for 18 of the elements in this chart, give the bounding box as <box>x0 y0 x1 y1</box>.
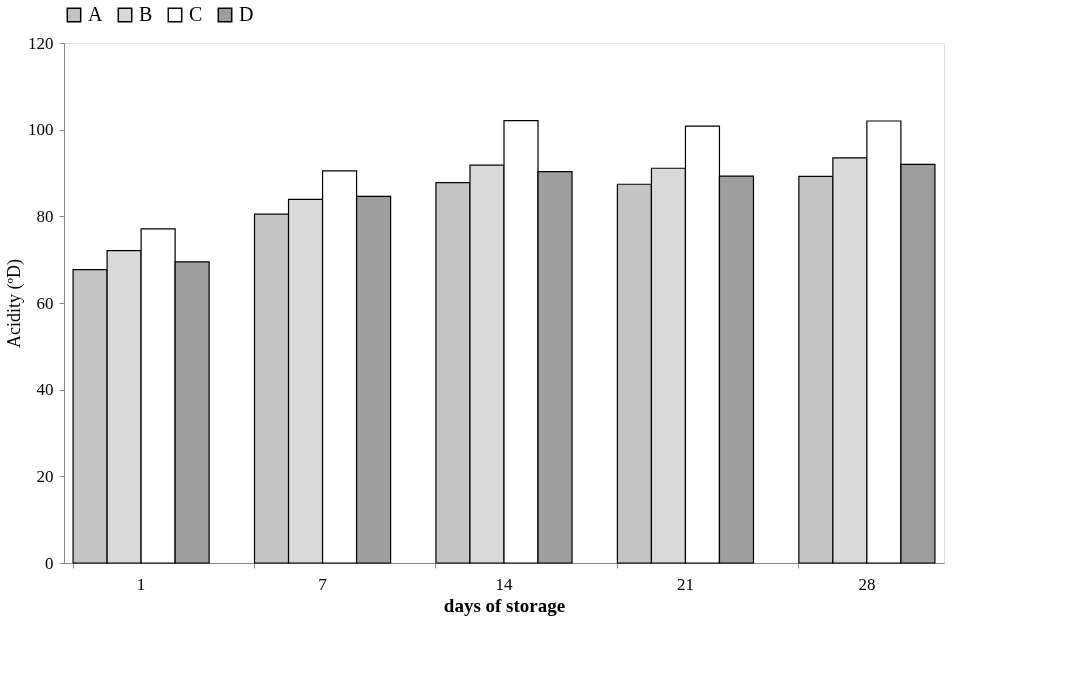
x-tick-label: 7 <box>318 574 328 594</box>
y-axis-title: Acidity (ºD) <box>4 258 25 349</box>
legend-label: B <box>139 3 153 25</box>
legend-label: D <box>239 3 254 25</box>
legend-label: A <box>88 3 103 25</box>
x-tick-label: 21 <box>676 574 694 594</box>
y-tick-label: 0 <box>45 553 54 573</box>
y-tick-label: 60 <box>36 293 54 313</box>
x-axis-title: days of storage <box>443 594 566 616</box>
y-tick-label: 20 <box>36 466 54 486</box>
y-tick-label: 40 <box>36 380 54 400</box>
legend-label: C <box>189 3 203 25</box>
y-tick-label: 120 <box>28 33 54 53</box>
x-tick-label: 28 <box>858 574 876 594</box>
x-tick-label: 14 <box>495 574 513 594</box>
x-tick-label: 1 <box>136 574 146 594</box>
y-tick-label: 100 <box>28 120 54 140</box>
y-tick-label: 80 <box>36 206 54 226</box>
